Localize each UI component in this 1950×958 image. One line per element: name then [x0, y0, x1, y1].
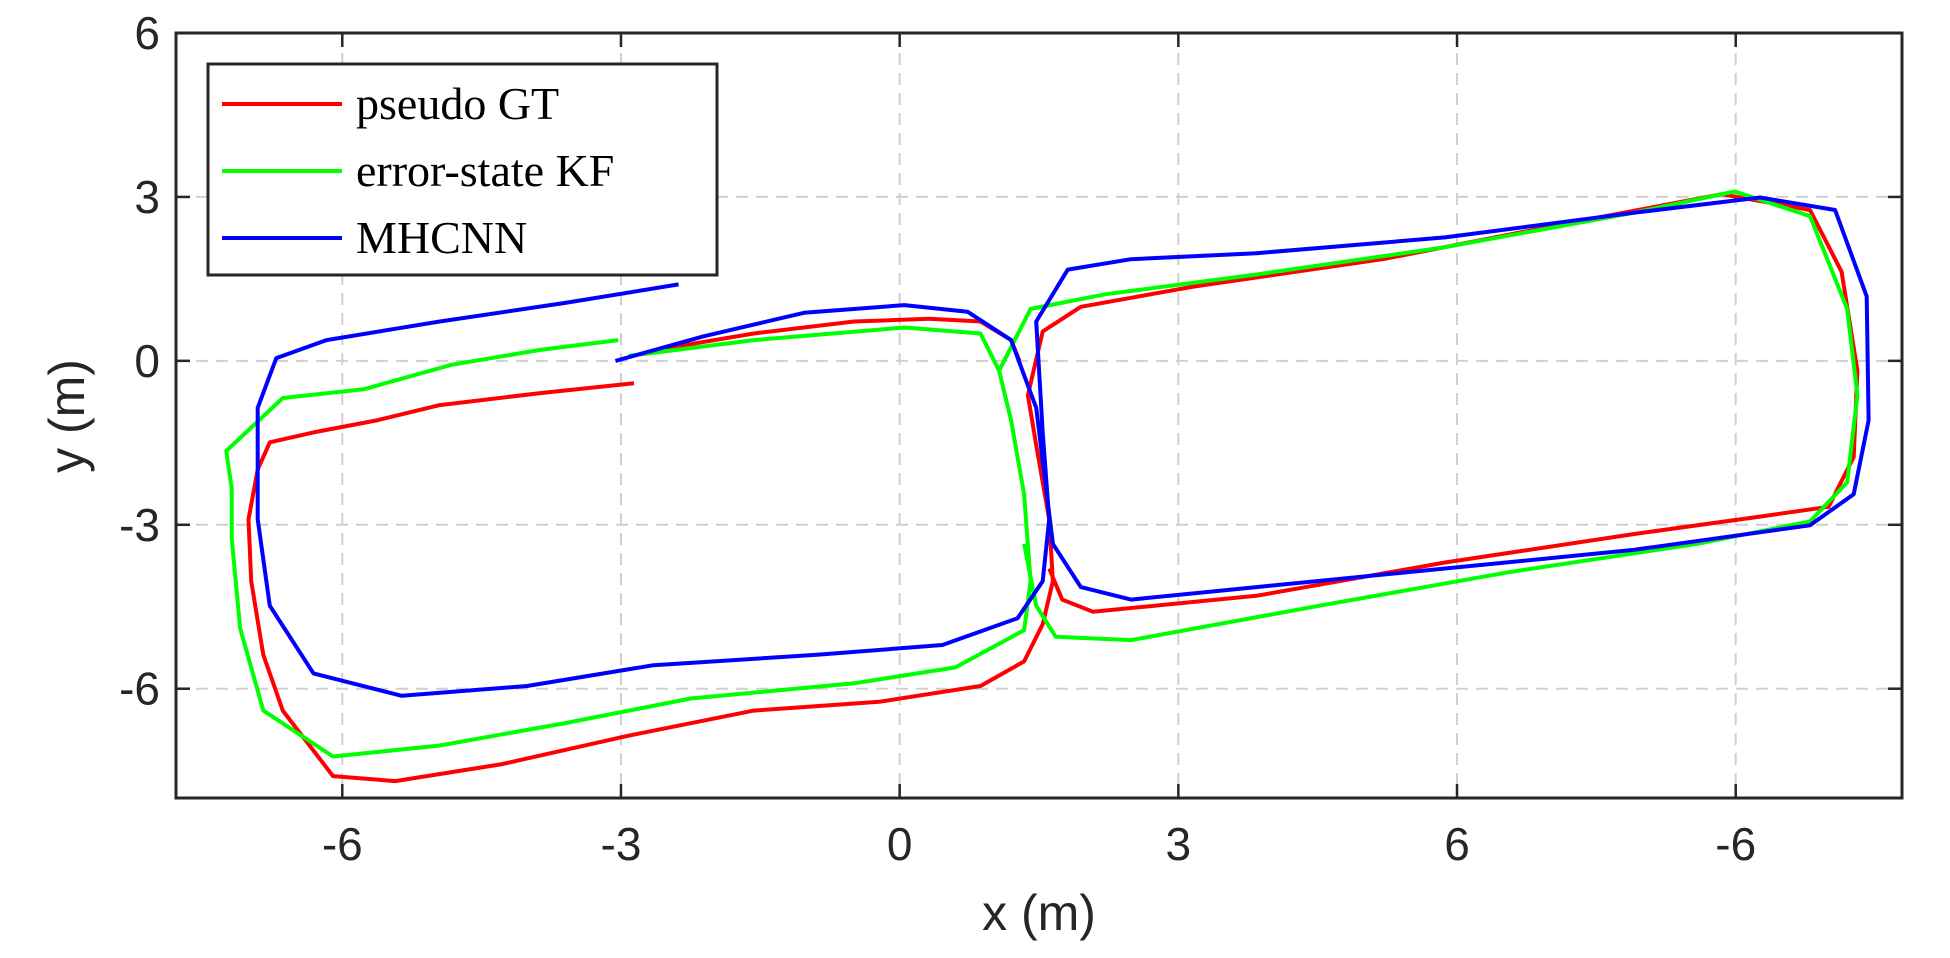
x-tick-label: 3: [1166, 818, 1192, 870]
y-tick-label: 0: [134, 335, 160, 387]
legend-label: MHCNN: [356, 212, 527, 263]
legend: pseudo GT error-state KF MHCNN: [206, 62, 719, 277]
y-tick-label: 6: [134, 7, 160, 59]
trajectory-line: [628, 325, 1001, 372]
y-tick-label: -3: [119, 499, 160, 551]
x-tick-label: -3: [601, 818, 642, 870]
y-tick-label: -6: [119, 663, 160, 715]
x-tick-label: 0: [887, 818, 913, 870]
legend-label: error-state KF: [356, 145, 614, 196]
trajectory-line: [255, 195, 1871, 698]
plot-frame: [174, 31, 1904, 800]
y-axis-label: y (m): [39, 359, 95, 473]
legend-label: pseudo GT: [356, 78, 559, 129]
x-tick-label: -6: [1715, 818, 1756, 870]
x-tick-label: 6: [1444, 818, 1470, 870]
y-tick-label: 3: [134, 171, 160, 223]
x-tick-label: -6: [322, 818, 363, 870]
x-axis-label: x (m): [982, 885, 1096, 941]
trajectory-line: [246, 192, 1860, 784]
